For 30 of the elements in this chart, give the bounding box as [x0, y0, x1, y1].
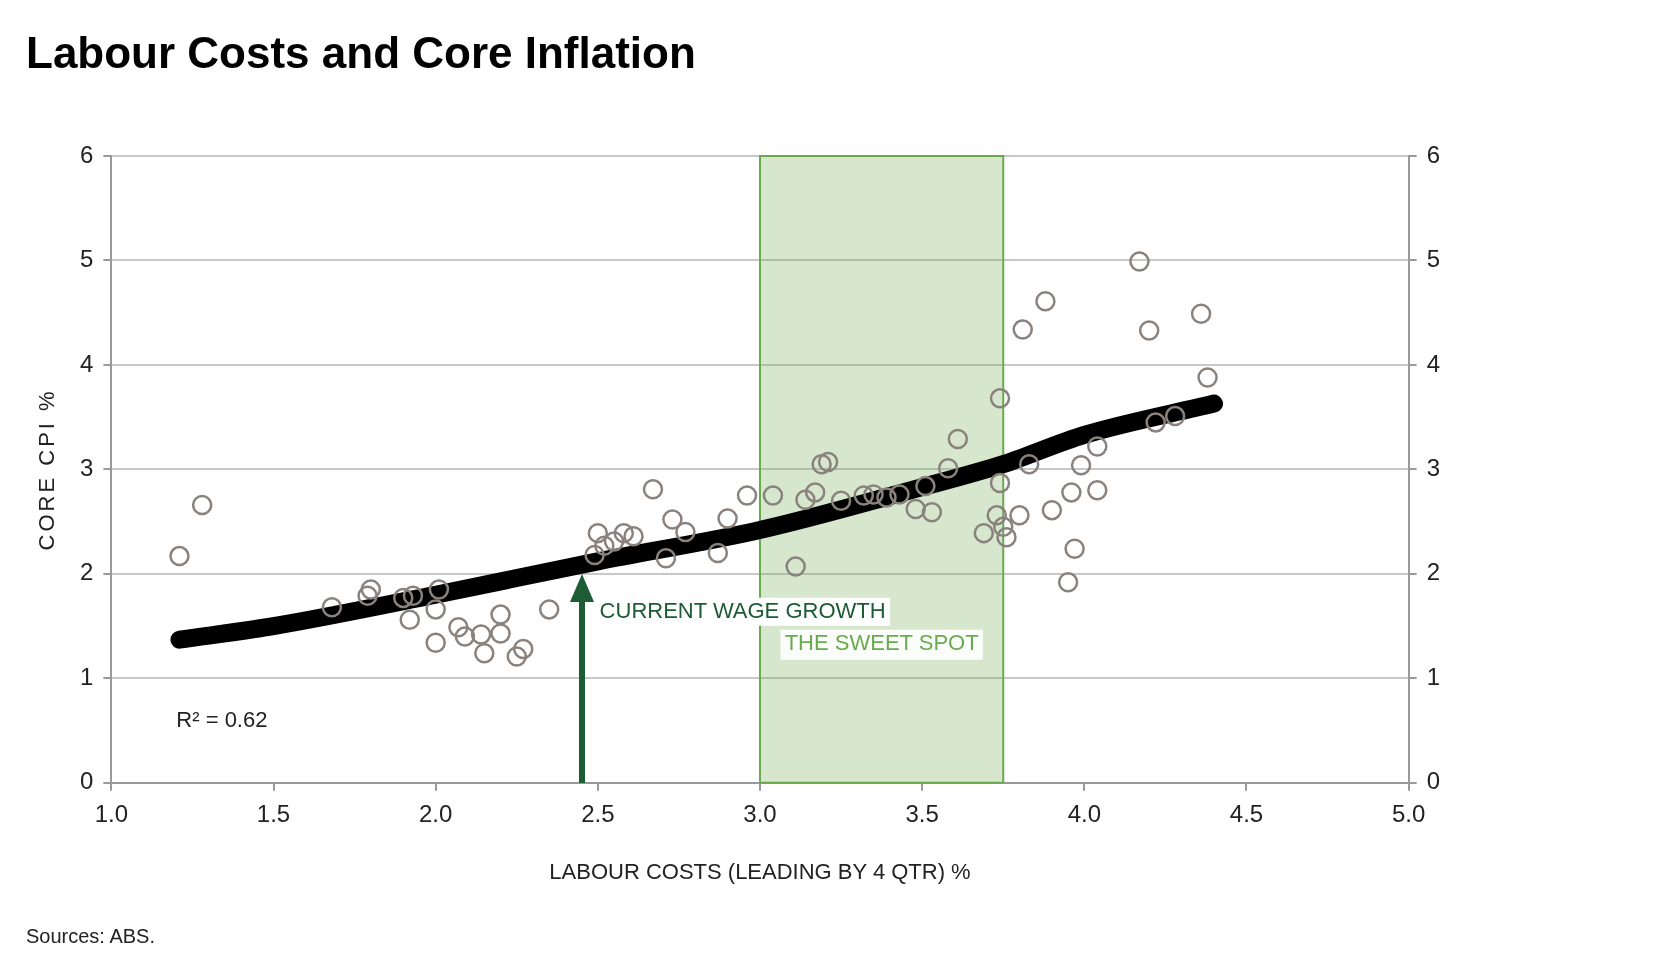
x-tick-label: 1.0 [94, 799, 129, 827]
y2-tick-label: 6 [1426, 140, 1441, 168]
x-tick-label: 5.0 [1391, 799, 1426, 827]
x-tick-label: 4.0 [1067, 799, 1102, 827]
y-tick-label: 3 [79, 454, 94, 482]
x-tick-label: 2.0 [418, 799, 453, 827]
x-tick-label: 4.5 [1229, 799, 1264, 827]
x-tick-label: 3.5 [905, 799, 939, 827]
y2-tick-label: 1 [1426, 662, 1441, 690]
y2-tick-label: 4 [1426, 349, 1441, 377]
x-tick-label: 2.5 [581, 799, 615, 827]
x-axis-title: LABOUR COSTS (LEADING BY 4 QTR) % [549, 858, 971, 884]
y-tick-label: 4 [79, 349, 94, 377]
source-note: Sources: ABS. [26, 925, 155, 948]
y-tick-label: 5 [79, 245, 94, 273]
y2-tick-label: 3 [1426, 454, 1441, 482]
annotation: CURRENT WAGE GROWTH [599, 597, 886, 623]
y-tick-label: 6 [79, 140, 94, 168]
y2-tick-label: 5 [1426, 245, 1441, 273]
y-tick-label: 1 [79, 662, 94, 690]
x-tick-label: 1.5 [256, 799, 291, 827]
y-axis-title: CORE CPI % [34, 388, 60, 551]
y-tick-label: 2 [79, 558, 94, 586]
y2-tick-label: 0 [1426, 767, 1441, 795]
annotation: R² = 0.62 [176, 706, 268, 732]
chart-title: Labour Costs and Core Inflation [26, 28, 696, 78]
y2-tick-label: 2 [1426, 558, 1441, 586]
y-tick-label: 0 [79, 767, 94, 795]
band-label: THE SWEET SPOT [784, 629, 979, 655]
x-tick-label: 3.0 [743, 799, 777, 827]
